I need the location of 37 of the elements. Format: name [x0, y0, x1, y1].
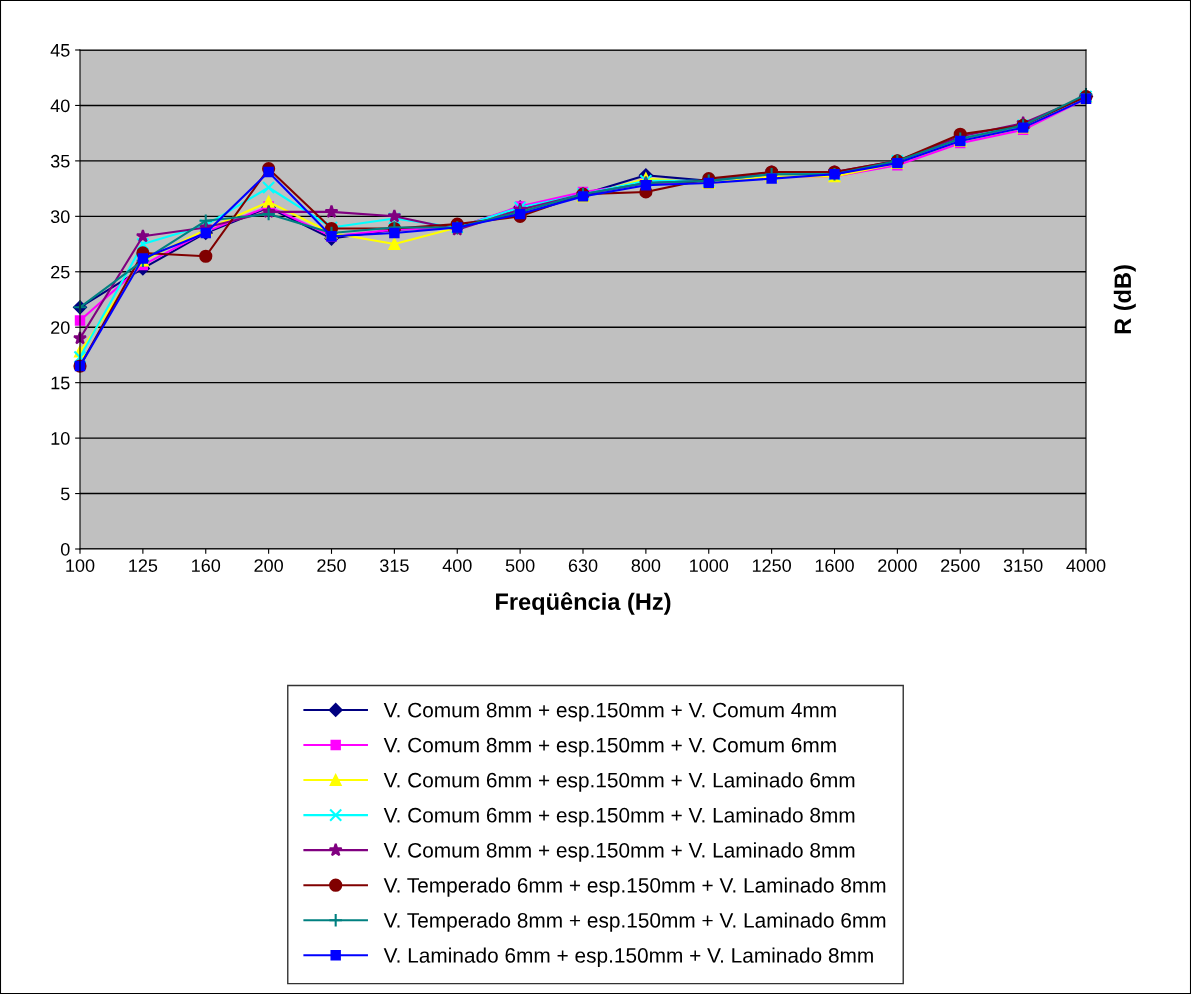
legend-label: V. Laminado 6mm + esp.150mm + V. Laminado 8mm: [383, 947, 873, 967]
x-tick-label: 3150: [1003, 559, 1043, 572]
y-axis-title: R (dB): [1113, 265, 1136, 334]
y-tick-label: 10: [51, 432, 70, 445]
x-tick-label: 630: [568, 559, 598, 572]
x-tick-label: 1000: [690, 559, 729, 572]
x-tick-label: 2000: [878, 559, 917, 572]
legend-label: V. Comum 6mm + esp.150mm + V. Laminado 8mm: [383, 807, 855, 827]
x-tick-label: 200: [254, 559, 283, 572]
x-tick-label: 125: [129, 559, 158, 572]
legend-label: V. Temperado 6mm + esp.150mm + V. Laminado 8mm: [383, 877, 886, 897]
y-tick-label: 30: [50, 210, 70, 224]
y-tick-label: 15: [51, 376, 70, 390]
legend-label: V. Comum 8mm + esp.150mm + V. Comum 4mm: [383, 702, 836, 722]
x-tick-label: 800: [631, 559, 661, 572]
x-tick-label: 160: [192, 559, 221, 572]
x-tick-label: 400: [442, 559, 472, 572]
legend-label: V. Comum 8mm + esp.150mm + V. Laminado 8mm: [383, 842, 855, 862]
x-tick-label: 500: [505, 559, 535, 572]
x-tick-label: 250: [317, 559, 346, 572]
y-tick-label: 5: [60, 487, 70, 501]
x-tick-label: 315: [380, 559, 409, 572]
x-tick-label: 1600: [815, 559, 854, 572]
legend-label: V. Comum 6mm + esp.150mm + V. Laminado 6mm: [383, 772, 855, 792]
y-tick-label: 0: [60, 542, 70, 556]
legend-label: V. Temperado 8mm + esp.150mm + V. Laminado 6mm: [383, 912, 886, 932]
x-tick-label: 2500: [941, 559, 980, 572]
y-tick-label: 25: [51, 265, 70, 279]
y-tick-label: 45: [50, 44, 70, 57]
x-tick-label: 100: [66, 559, 95, 572]
x-tick-label: 1250: [752, 559, 791, 572]
y-tick-label: 40: [50, 99, 70, 113]
y-tick-label: 20: [51, 321, 70, 334]
y-tick-label: 35: [50, 154, 70, 168]
x-axis-title: Freqüência (Hz): [496, 592, 671, 615]
legend-label: V. Comum 8mm + esp.150mm + V. Comum 6mm: [383, 737, 836, 757]
x-tick-label: 4000: [1066, 559, 1106, 572]
